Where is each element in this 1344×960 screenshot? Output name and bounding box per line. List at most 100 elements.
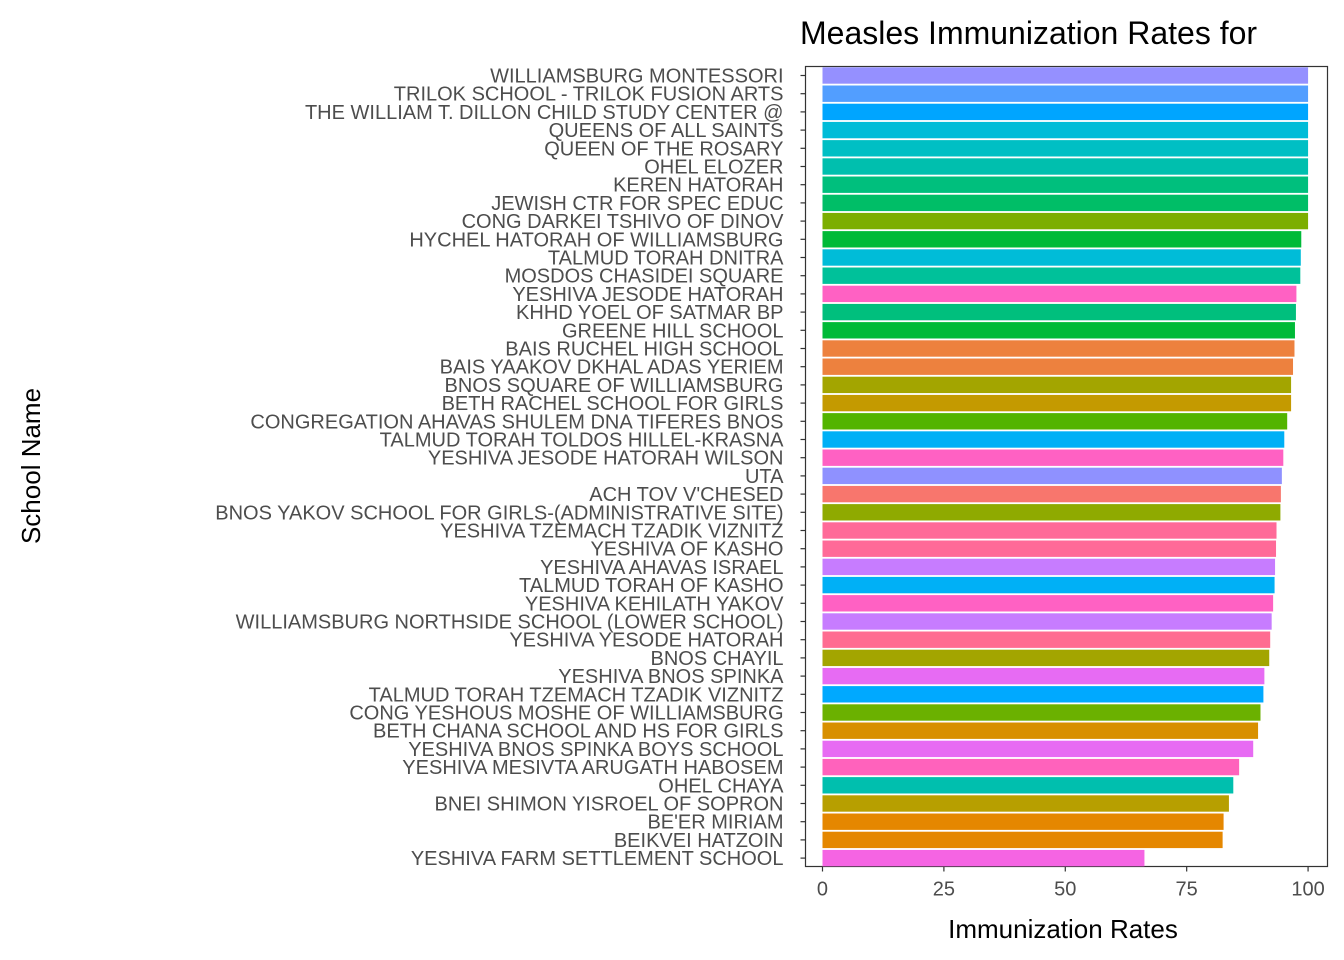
bar <box>822 67 1309 84</box>
y-tick-label: HYCHEL HATORAH OF WILLIAMSBURG <box>409 229 783 251</box>
bar <box>822 176 1309 193</box>
y-tick-label: BNEI SHIMON YISROEL OF SOPRON <box>435 794 784 816</box>
y-tick-label: BNOS YAKOV SCHOOL FOR GIRLS-(ADMINISTRAT… <box>215 502 783 524</box>
y-tick-label: YESHIVA BNOS SPINKA BOYS SCHOOL <box>408 739 783 761</box>
bar <box>822 795 1229 812</box>
bar <box>822 613 1272 630</box>
bar <box>822 704 1261 721</box>
bar <box>822 376 1292 394</box>
bar <box>822 358 1294 375</box>
y-tick-label: TALMUD TORAH TOLDOS HILLEL-KRASNA <box>380 430 784 452</box>
y-tick-label: BNOS CHAYIL <box>651 648 784 670</box>
x-axis: 0 25 50 75 100 <box>817 866 1325 901</box>
bar <box>822 413 1288 430</box>
bar <box>822 103 1309 121</box>
bar <box>822 194 1309 212</box>
bar <box>822 285 1297 303</box>
bar <box>822 394 1292 412</box>
bar <box>822 631 1271 648</box>
bar <box>822 322 1295 339</box>
y-axis-title: School Name <box>16 388 46 544</box>
bar <box>822 831 1223 849</box>
x-axis-title: Immunization Rates <box>948 914 1178 944</box>
bar <box>822 303 1296 321</box>
y-tick-label: OHEL CHAYA <box>658 775 784 797</box>
bar <box>822 649 1270 667</box>
y-tick-label: YESHIVA BNOS SPINKA <box>558 666 784 688</box>
y-tick-label: QUEENS OF ALL SAINTS <box>549 120 784 142</box>
y-tick-label: BAIS RUCHEL HIGH SCHOOL <box>505 339 783 361</box>
bar <box>822 558 1276 576</box>
bar <box>822 467 1282 485</box>
y-tick-label: YESHIVA TZEMACH TZADIK VIZNITZ <box>440 521 783 543</box>
bar <box>822 777 1234 794</box>
y-tick-label: MOSDOS CHASIDEI SQUARE <box>505 266 784 288</box>
bar <box>822 667 1265 685</box>
x-tick-label: 0 <box>817 879 828 901</box>
y-tick-label: YESHIVA AHAVAS ISRAEL <box>540 557 783 579</box>
bar <box>822 758 1240 776</box>
y-tick-label: TALMUD TORAH OF KASHO <box>519 575 783 597</box>
bar <box>822 722 1259 739</box>
y-tick-label: BETH RACHEL SCHOOL FOR GIRLS <box>442 393 784 415</box>
y-tick-label: OHEL ELOZER <box>644 157 783 179</box>
bar <box>822 140 1309 157</box>
y-tick-label: JEWISH CTR FOR SPEC EDUC <box>491 193 783 215</box>
y-tick-label: QUEEN OF THE ROSARY <box>544 138 783 160</box>
x-tick-label: 50 <box>1054 879 1076 901</box>
bar <box>822 686 1264 703</box>
y-tick-label: CONG YESHOUS MOSHE OF WILLIAMSBURG <box>349 703 783 725</box>
y-tick-label: WILLIAMSBURG MONTESSORI <box>490 66 783 88</box>
bar <box>822 158 1309 175</box>
y-tick-label: CONG DARKEI TSHIVO OF DINOV <box>462 211 785 233</box>
y-tick-label: KHHD YOEL OF SATMAR BP <box>516 302 783 324</box>
bar <box>822 576 1275 594</box>
x-tick-label: 100 <box>1291 879 1324 901</box>
y-tick-label: TALMUD TORAH DNITRA <box>548 248 784 270</box>
bar <box>822 249 1301 266</box>
bar <box>822 595 1274 612</box>
y-tick-label: UTA <box>745 466 784 488</box>
y-tick-label: BNOS SQUARE OF WILLIAMSBURG <box>445 375 784 397</box>
y-tick-label: KEREN HATORAH <box>613 175 783 197</box>
bar <box>822 540 1277 557</box>
bar <box>822 212 1309 230</box>
y-tick-label: ACH TOV V'CHESED <box>589 484 783 506</box>
bar <box>822 121 1309 139</box>
chart-title: Measles Immunization Rates for <box>800 15 1257 51</box>
bar <box>822 267 1301 284</box>
y-tick-label: GREENE HILL SCHOOL <box>562 320 784 342</box>
y-tick-label: YESHIVA JESODE HATORAH WILSON <box>428 448 784 470</box>
y-tick-label: YESHIVA KEHILATH YAKOV <box>525 593 784 615</box>
bar <box>822 485 1281 503</box>
x-tick-label: 75 <box>1176 879 1198 901</box>
bar <box>822 85 1309 102</box>
bar <box>822 740 1254 758</box>
x-tick-label: 25 <box>933 879 955 901</box>
y-tick-label: YESHIVA MESIVTA ARUGATH HABOSEM <box>402 757 783 779</box>
y-tick-label: BEIKVEI HATZOIN <box>614 830 784 852</box>
y-tick-label: THE WILLIAM T. DILLON CHILD STUDY CENTER… <box>305 102 784 124</box>
bar <box>822 522 1277 539</box>
y-tick-label: YESHIVA YESODE HATORAH <box>509 630 783 652</box>
plot-panel <box>804 65 1329 868</box>
y-tick-label: WILLIAMSBURG NORTHSIDE SCHOOL (LOWER SCH… <box>236 612 784 634</box>
bar <box>822 431 1285 448</box>
y-tick-label: CONGREGATION AHAVAS SHULEM DNA TIFERES B… <box>250 411 783 433</box>
bar <box>822 340 1295 357</box>
y-tick-label: BE'ER MIRIAM <box>647 812 783 834</box>
bar <box>822 449 1284 466</box>
bar <box>822 849 1145 867</box>
bar <box>822 813 1224 830</box>
bar <box>822 504 1281 521</box>
y-tick-label: TRILOK SCHOOL - TRILOK FUSION ARTS <box>394 84 784 106</box>
y-tick-label: TALMUD TORAH TZEMACH TZADIK VIZNITZ <box>369 684 784 706</box>
y-tick-label: YESHIVA JESODE HATORAH <box>512 284 783 306</box>
bars-layer <box>822 67 1309 867</box>
y-tick-label: BETH CHANA SCHOOL AND HS FOR GIRLS <box>373 721 783 743</box>
y-tick-label: YESHIVA FARM SETTLEMENT SCHOOL <box>411 848 784 870</box>
y-tick-label: BAIS YAAKOV DKHAL ADAS YERIEM <box>440 357 784 379</box>
bar <box>822 231 1302 248</box>
